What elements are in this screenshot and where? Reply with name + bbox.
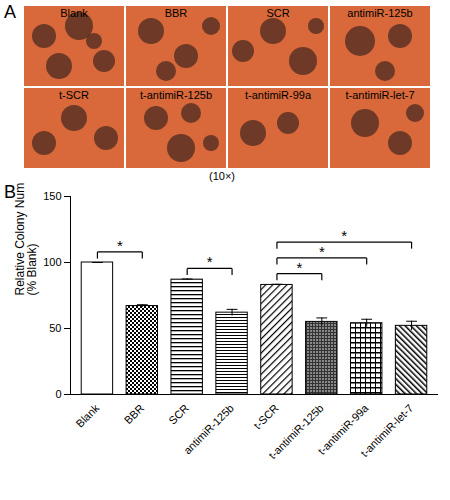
html-text:B: B [4, 182, 16, 202]
svg-text:t-antimiR-99a: t-antimiR-99a [315, 401, 371, 457]
svg-text:Blank: Blank [73, 401, 101, 429]
svg-text:50: 50 [49, 322, 61, 334]
svg-text:SCR: SCR [166, 402, 191, 427]
svg-text:BBR: BBR [122, 402, 147, 427]
html-text:t-SCR: t-SCR [59, 89, 89, 101]
html-text:t-antimiR-125b: t-antimiR-125b [139, 89, 213, 101]
svg-text:Relative Colony Number(% Blank: Relative Colony Number(% Blank) [13, 182, 39, 296]
svg-text:t-SCR: t-SCR [251, 402, 281, 432]
html-text:Blank: Blank [60, 7, 88, 19]
svg-text:*: * [117, 237, 123, 254]
svg-text:*: * [319, 243, 325, 260]
svg-text:0: 0 [55, 388, 61, 400]
svg-text:100: 100 [43, 256, 61, 268]
html-text:t-antimiR-let-7: t-antimiR-let-7 [345, 89, 415, 101]
html-text:SCR: SCR [266, 7, 290, 19]
html-text:antimiR-125b: antimiR-125b [347, 7, 413, 19]
html-text:A: A [4, 2, 16, 22]
html-text:t-antimiR-99a: t-antimiR-99a [245, 89, 311, 101]
svg-text:*: * [341, 227, 347, 244]
html-text:BBR: BBR [164, 7, 188, 19]
svg-text:*: * [207, 253, 213, 270]
svg-text:t-antimiR-125b: t-antimiR-125b [266, 402, 325, 461]
svg-text:*: * [296, 259, 302, 276]
svg-text:150: 150 [43, 190, 61, 202]
svg-text:antimiR-125b: antimiR-125b [181, 402, 236, 457]
html-text:(10×): (10×) [209, 170, 235, 182]
svg-text:t-antimiR-let-7: t-antimiR-let-7 [358, 402, 415, 459]
